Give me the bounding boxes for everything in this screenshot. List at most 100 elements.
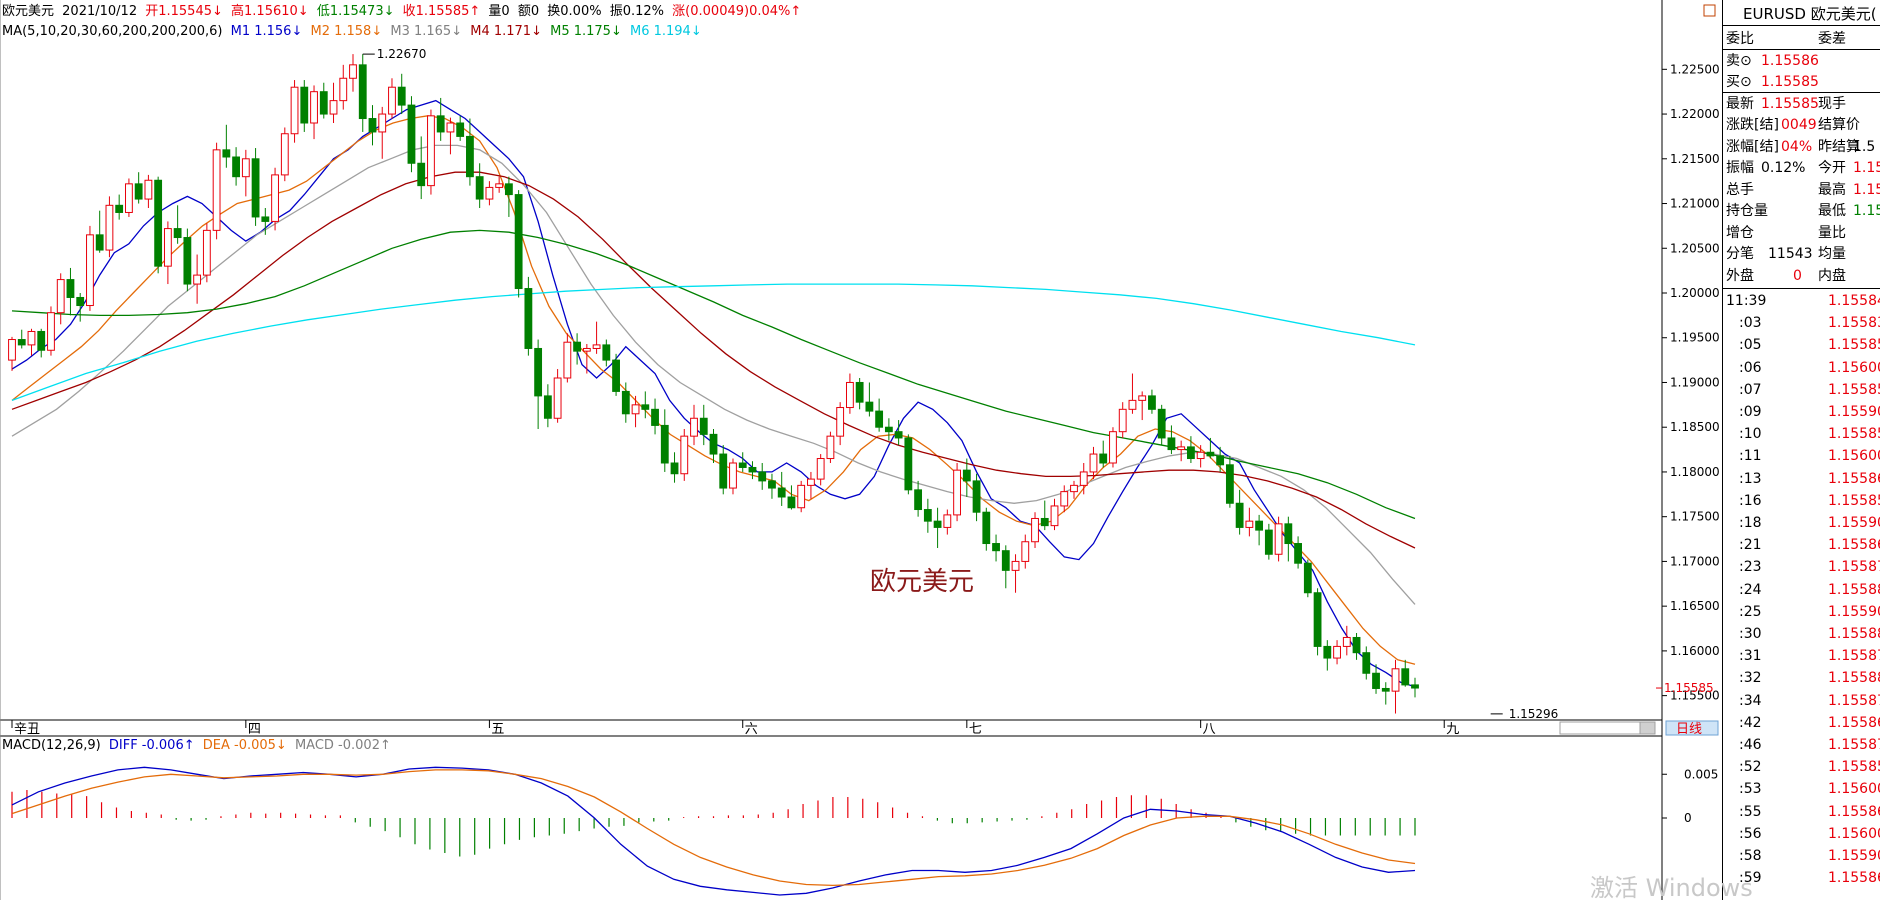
tick-price: 1.15587 <box>1828 559 1880 576</box>
panel-title: EURUSD 欧元美元( <box>1723 2 1880 26</box>
panel-divider <box>1723 288 1880 289</box>
candle-body <box>787 496 796 509</box>
candle-body <box>1362 652 1371 674</box>
price-tick-label: 1.18000 <box>1670 465 1720 479</box>
candle-body <box>962 469 971 482</box>
candle-body <box>1206 451 1215 457</box>
candle-body <box>358 64 367 120</box>
tick-price: 1.15587 <box>1828 737 1880 753</box>
tick-price: 1.15588 <box>1828 626 1880 642</box>
date-scroll-thumb <box>1639 721 1656 735</box>
tick-row: :59 1.15586 <box>1723 867 1880 889</box>
candle-body <box>86 234 94 307</box>
candle-body <box>456 122 465 137</box>
ma-m6: M6 1.194↓ <box>629 24 702 39</box>
quote-k: 最新 <box>1726 95 1754 112</box>
candle-body <box>660 424 669 464</box>
candle-body <box>222 149 231 158</box>
tick-time: :58 <box>1739 848 1762 864</box>
tick-time: :09 <box>1739 404 1762 420</box>
tick-price: 1.15587 <box>1828 648 1880 665</box>
macd-value: MACD -0.002↑ <box>294 738 391 753</box>
candle-body <box>271 174 279 222</box>
ma-line-m1 <box>11 99 1416 688</box>
candle-body <box>202 229 211 276</box>
candle-body <box>690 417 698 437</box>
quote-v: 04% <box>1781 138 1813 155</box>
candle-body <box>154 179 163 267</box>
candle-body <box>1303 562 1312 594</box>
candle-body <box>563 341 572 379</box>
candle-body <box>582 347 591 352</box>
candle-body <box>699 417 708 435</box>
tick-row: :55 1.15586 <box>1723 801 1880 823</box>
candle-body <box>183 237 192 285</box>
candle-body <box>8 339 16 361</box>
tick-row: :52 1.15585 <box>1723 756 1880 778</box>
tick-row: :42 1.15586 <box>1723 712 1880 734</box>
ma-label: MA(5,10,20,30,60,200,200,200,6) <box>2 24 223 39</box>
tick-row: :11 1.15600 <box>1723 445 1880 467</box>
candle-body <box>1138 395 1147 401</box>
candle-body <box>1070 484 1078 493</box>
tick-row: :05 1.15585 <box>1723 334 1880 356</box>
candle-body <box>1401 668 1410 686</box>
tick-time: 11:39 <box>1726 293 1767 309</box>
tick-time: :53 <box>1739 781 1762 798</box>
candle-body <box>670 462 679 475</box>
tick-row: :56 1.15600 <box>1723 823 1880 845</box>
candle-body <box>1001 550 1010 571</box>
tick-price: 1.15586 <box>1828 714 1880 731</box>
candle-body <box>251 158 260 218</box>
quote-k2: 最高 <box>1818 181 1846 198</box>
candle-body <box>923 509 932 522</box>
candle-body <box>865 401 874 412</box>
quote-v2: 1.5 <box>1853 138 1876 155</box>
candle-body <box>1167 437 1176 451</box>
candle-body <box>1235 502 1244 528</box>
panel-divider <box>1723 91 1880 93</box>
candle-body <box>163 228 172 267</box>
candle-body <box>933 520 942 528</box>
tick-row: :31 1.15587 <box>1723 645 1880 667</box>
candle-body <box>436 115 445 133</box>
tick-price: 1.15600 <box>1828 448 1880 465</box>
month-label: 辛丑 <box>14 722 40 737</box>
quote-v2: 1.15 <box>1853 203 1880 219</box>
candle-body <box>904 437 913 491</box>
tick-row: :32 1.15588 <box>1723 667 1880 689</box>
candle-body <box>1216 455 1225 466</box>
tick-time: :59 <box>1739 870 1762 887</box>
candle-body <box>1109 431 1117 464</box>
tick-time: :42 <box>1739 714 1762 731</box>
candle-body <box>738 462 747 468</box>
tick-price: 1.15585 <box>1828 337 1880 354</box>
candle-body <box>261 216 270 222</box>
candle-body <box>125 183 133 213</box>
ma-m4: M4 1.171↓ <box>470 24 542 39</box>
quote-v: 0049 <box>1781 117 1817 133</box>
candle-body <box>621 390 630 415</box>
candle-body <box>105 204 114 251</box>
price-tick-label: 1.21000 <box>1670 197 1720 211</box>
tick-price: 1.15586 <box>1828 870 1880 887</box>
period-label: 日线 <box>1676 722 1702 737</box>
candle-body <box>1255 520 1264 531</box>
quote-v: 1.15585 <box>1761 74 1819 90</box>
quote-row: 涨幅[结] 04% 昨结算 1.5 <box>1723 136 1880 158</box>
tick-row: :58 1.15590 <box>1723 845 1880 867</box>
kline-chart[interactable]: 1.22500 1.22000 1.21500 1.21000 1.20500 1.200… <box>0 0 1722 900</box>
candle-body <box>427 115 435 187</box>
candle-body <box>573 341 582 352</box>
quote-row: 卖⊙ 1.15586 <box>1723 50 1880 72</box>
chart-title: 欧元美元 <box>870 567 974 597</box>
tick-price: 1.15586 <box>1828 537 1880 554</box>
quote-k: 振幅 <box>1726 160 1754 176</box>
candle-body <box>1079 471 1088 486</box>
candle-body <box>972 480 981 513</box>
tick-time: :06 <box>1739 359 1762 376</box>
candle-body <box>553 377 562 419</box>
price-tick-label: 1.19500 <box>1670 331 1720 345</box>
quote-k: 总手 <box>1726 181 1754 198</box>
candle-body <box>95 234 104 251</box>
